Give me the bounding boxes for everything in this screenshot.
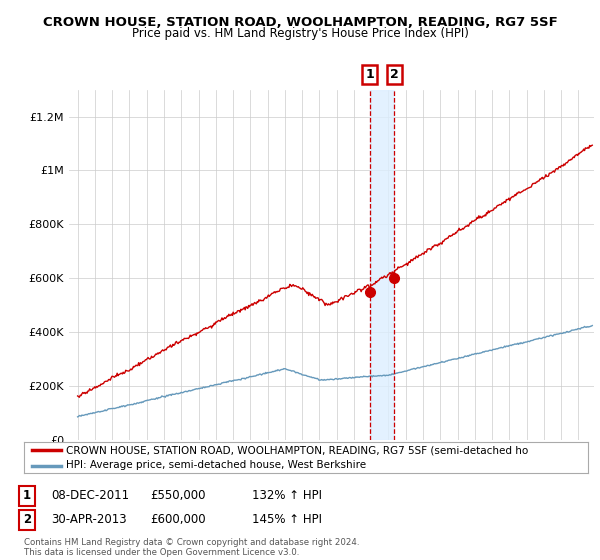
Text: £550,000: £550,000 bbox=[150, 489, 205, 502]
Text: Price paid vs. HM Land Registry's House Price Index (HPI): Price paid vs. HM Land Registry's House … bbox=[131, 27, 469, 40]
Text: 30-APR-2013: 30-APR-2013 bbox=[51, 513, 127, 526]
Text: £600,000: £600,000 bbox=[150, 513, 206, 526]
Text: 1: 1 bbox=[23, 489, 31, 502]
Text: HPI: Average price, semi-detached house, West Berkshire: HPI: Average price, semi-detached house,… bbox=[66, 460, 367, 470]
Text: 145% ↑ HPI: 145% ↑ HPI bbox=[252, 513, 322, 526]
Text: 1: 1 bbox=[365, 68, 374, 81]
Bar bbox=[370, 90, 394, 440]
Text: CROWN HOUSE, STATION ROAD, WOOLHAMPTON, READING, RG7 5SF (semi-detached ho: CROWN HOUSE, STATION ROAD, WOOLHAMPTON, … bbox=[66, 445, 529, 455]
Text: 132% ↑ HPI: 132% ↑ HPI bbox=[252, 489, 322, 502]
Text: Contains HM Land Registry data © Crown copyright and database right 2024.
This d: Contains HM Land Registry data © Crown c… bbox=[24, 538, 359, 557]
Text: 2: 2 bbox=[23, 513, 31, 526]
Text: 08-DEC-2011: 08-DEC-2011 bbox=[51, 489, 129, 502]
Text: 2: 2 bbox=[390, 68, 398, 81]
Text: CROWN HOUSE, STATION ROAD, WOOLHAMPTON, READING, RG7 5SF: CROWN HOUSE, STATION ROAD, WOOLHAMPTON, … bbox=[43, 16, 557, 29]
